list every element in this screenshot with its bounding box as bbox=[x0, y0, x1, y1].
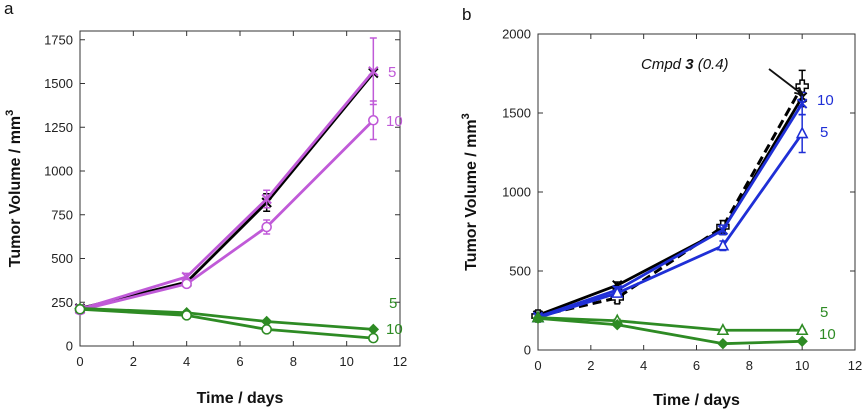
series-line bbox=[79, 72, 375, 310]
annotation-label: Cmpd 3 (0.4) bbox=[641, 56, 729, 73]
data-point bbox=[74, 303, 86, 315]
y-axis-title: Tumor Volume / mm3 bbox=[460, 113, 480, 271]
series-line bbox=[537, 316, 803, 332]
series-green-5: 5 bbox=[531, 304, 828, 336]
series-label: 10 bbox=[819, 326, 836, 343]
series-label: 5 bbox=[820, 124, 828, 141]
data-point bbox=[796, 335, 808, 348]
data-point bbox=[611, 319, 623, 331]
data-point bbox=[610, 285, 624, 298]
x-tick-label: 2 bbox=[587, 358, 594, 373]
series-line bbox=[537, 317, 803, 346]
series-green-10: 10 bbox=[532, 312, 836, 350]
annotation-bold: 3 bbox=[685, 56, 694, 73]
x-tick-label: 0 bbox=[534, 358, 541, 373]
y-tick-label: 1000 bbox=[44, 164, 73, 179]
series-line bbox=[79, 119, 375, 312]
y-tick-label: 1250 bbox=[44, 120, 73, 135]
x-tick-label: 12 bbox=[848, 358, 862, 373]
series-label: 10 bbox=[386, 321, 403, 338]
y-tick-label: 500 bbox=[509, 264, 531, 279]
series-cmpd3 bbox=[531, 69, 809, 323]
y-axis-title-superscript: 3 bbox=[4, 110, 16, 116]
y-tick-label: 500 bbox=[51, 251, 73, 266]
data-point bbox=[795, 126, 809, 139]
data-point bbox=[261, 324, 272, 335]
series-blue-5: 5 bbox=[531, 113, 828, 323]
series-line bbox=[79, 307, 374, 340]
series-purple-10: 10 bbox=[74, 100, 403, 316]
series-blue-10: 10 bbox=[532, 91, 834, 323]
series-line bbox=[537, 132, 804, 319]
x-tick-label: 12 bbox=[393, 354, 407, 369]
series-line bbox=[537, 96, 804, 317]
series-label: 5 bbox=[820, 304, 828, 321]
x-tick-label: 6 bbox=[693, 358, 700, 373]
data-point bbox=[532, 312, 544, 325]
series-label: 10 bbox=[386, 113, 403, 130]
y-tick-label: 0 bbox=[66, 339, 73, 354]
series-green-5: 5 bbox=[74, 295, 397, 336]
y-axis-title-text: Tumor Volume / mm bbox=[463, 119, 480, 270]
panel-letter: a bbox=[4, 0, 14, 18]
annotation-suffix: (0.4) bbox=[694, 56, 729, 73]
series-purple-5: 5 bbox=[74, 37, 396, 315]
annotation-arrow-line bbox=[768, 68, 804, 96]
series-line bbox=[537, 85, 804, 318]
series-line bbox=[79, 70, 375, 311]
series-line bbox=[537, 102, 804, 319]
annotation-arrow-head bbox=[794, 86, 805, 97]
y-tick-label: 1500 bbox=[502, 106, 531, 121]
y-tick-label: 1000 bbox=[502, 185, 531, 200]
series-label: 10 bbox=[817, 92, 834, 109]
y-tick-label: 1500 bbox=[44, 76, 73, 91]
x-axis-title: Time / days bbox=[197, 390, 284, 407]
y-tick-label: 2000 bbox=[502, 27, 531, 42]
series-control bbox=[74, 67, 379, 314]
x-tick-label: 8 bbox=[290, 354, 297, 369]
data-point bbox=[368, 332, 379, 344]
data-point bbox=[716, 238, 730, 251]
x-tick-label: 6 bbox=[236, 354, 243, 369]
y-axis-title: Tumor Volume / mm3 bbox=[4, 110, 24, 268]
y-axis-title-text: Tumor Volume / mm bbox=[7, 116, 24, 267]
x-tick-label: 2 bbox=[130, 354, 137, 369]
series-label: 5 bbox=[389, 295, 397, 312]
series-line bbox=[79, 306, 374, 331]
panel-letter: b bbox=[462, 5, 471, 24]
data-point bbox=[261, 193, 272, 205]
chart-panel-a: 0 2 4 6 8 10 12 0 250 500 750 1000 1250 1500 1750 Time … bbox=[4, 0, 407, 407]
data-point bbox=[796, 98, 808, 109]
data-point bbox=[261, 221, 272, 233]
data-point bbox=[717, 337, 729, 350]
series-green-10: 10 bbox=[74, 303, 403, 344]
series-label: 5 bbox=[388, 64, 396, 81]
y-tick-label: 750 bbox=[51, 207, 73, 222]
y-tick-label: 250 bbox=[51, 295, 73, 310]
data-point bbox=[181, 278, 192, 290]
x-axis-title: Time / days bbox=[653, 392, 740, 409]
x-tick-label: 4 bbox=[183, 354, 190, 369]
data-point bbox=[795, 323, 809, 336]
series-control bbox=[532, 86, 808, 321]
data-point bbox=[716, 323, 730, 336]
x-tick-label: 10 bbox=[795, 358, 809, 373]
chart-panel-b: 0 2 4 6 8 10 12 0 500 1000 1500 2000 Time / days Tumo… bbox=[460, 5, 862, 409]
x-tick-label: 4 bbox=[640, 358, 647, 373]
data-point bbox=[368, 66, 379, 77]
y-axis-title-superscript: 3 bbox=[460, 113, 472, 119]
x-tick-label: 8 bbox=[746, 358, 753, 373]
annotation-prefix: Cmpd bbox=[641, 56, 685, 73]
y-tick-label: 1750 bbox=[44, 32, 73, 47]
x-tick-label: 10 bbox=[339, 354, 353, 369]
data-point bbox=[717, 224, 729, 236]
data-point bbox=[368, 114, 379, 126]
x-tick-label: 0 bbox=[76, 354, 83, 369]
data-point bbox=[181, 310, 192, 321]
y-tick-label: 0 bbox=[524, 343, 531, 358]
